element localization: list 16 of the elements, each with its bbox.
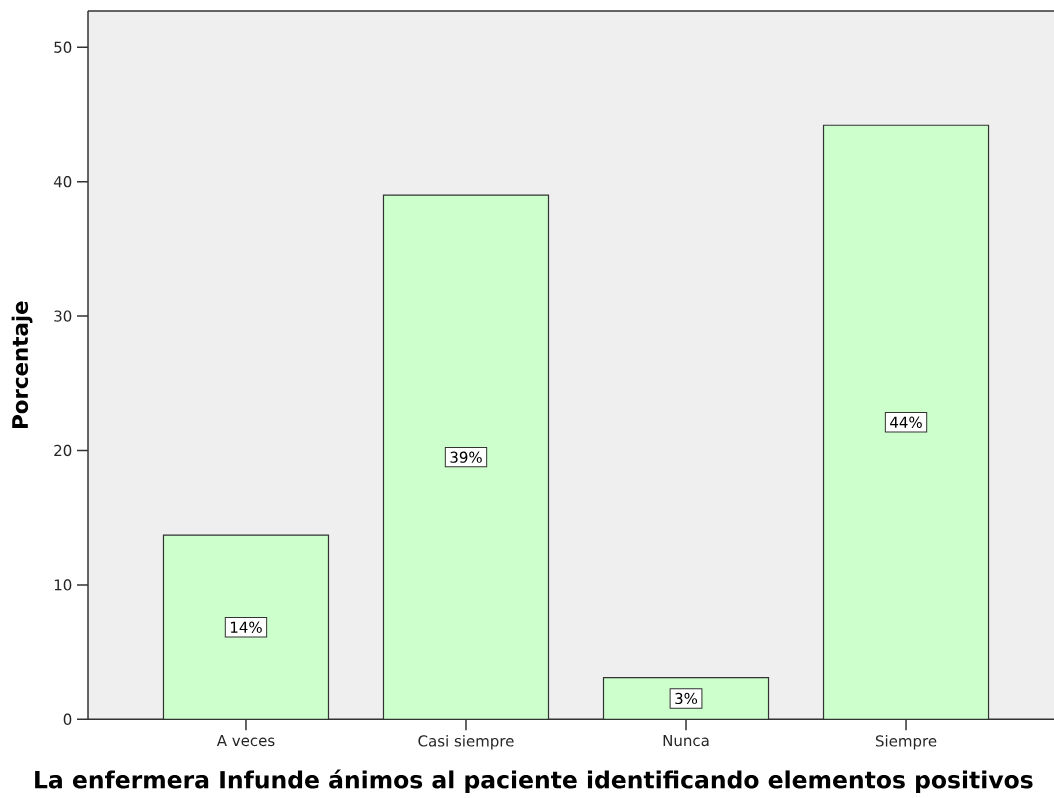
y-tick-label: 0 [63,713,72,725]
x-tick-label: Casi siempre [418,735,514,750]
y-tick-label: 40 [53,176,72,188]
y-tick-label: 20 [54,444,72,457]
data-label: 3% [675,692,698,705]
y-axis-title: Porcentaje [11,301,33,428]
data-label: 14% [230,621,262,633]
y-tick-label: 30 [54,310,72,322]
y-tick-label: 10 [54,579,72,591]
x-tick-label: A veces [216,735,275,747]
y-tick-label: 50 [54,41,72,53]
data-label: 44% [890,416,922,428]
x-axis-title: La enfermera Infunde ánimos al paciente identificando elementos positivos [35,769,1033,794]
data-label: 39% [450,451,482,463]
x-tick-label: Nunca [663,735,709,747]
x-tick-label: Siempre [875,735,937,750]
